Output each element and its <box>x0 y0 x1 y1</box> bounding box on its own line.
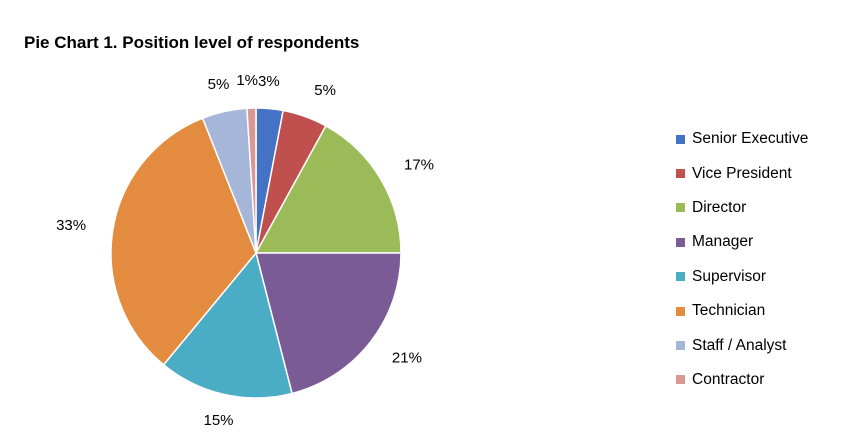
legend-label: Supervisor <box>692 267 767 285</box>
legend-swatch <box>676 134 685 144</box>
chart-legend: Senior Executive Vice President Director Ma… <box>676 122 808 397</box>
value-label-contractor: 1% <box>236 72 258 89</box>
pie-slices <box>110 107 402 399</box>
legend-swatch <box>676 169 685 179</box>
legend-swatch <box>676 375 685 385</box>
legend-label: Director <box>692 198 747 216</box>
pie-slice-contractor <box>246 107 257 254</box>
legend-item-supervisor: Supervisor <box>676 260 808 294</box>
legend-label: Senior Executive <box>692 130 809 148</box>
pie-slice-supervisor <box>162 251 293 399</box>
legend-label: Manager <box>692 233 754 251</box>
legend-label: Technician <box>692 302 766 320</box>
legend-swatch <box>676 237 685 247</box>
legend-item-staff-analyst: Staff / Analyst <box>676 328 808 362</box>
legend-item-technician: Technician <box>676 294 808 328</box>
legend-swatch <box>676 272 685 282</box>
value-label-supervisor: 15% <box>203 412 233 429</box>
pie-slice-technician <box>110 117 257 366</box>
legend-swatch <box>676 341 685 351</box>
legend-item-vice-president: Vice President <box>676 156 808 190</box>
chart-title: Pie Chart 1. Position level of responden… <box>24 33 360 52</box>
value-label-vice-president: 5% <box>314 82 336 99</box>
legend-label: Contractor <box>692 370 765 388</box>
value-label-director: 17% <box>404 156 434 173</box>
legend-swatch <box>676 306 685 316</box>
legend-item-manager: Manager <box>676 225 808 259</box>
legend-label: Vice President <box>692 164 792 182</box>
pie-slice-director <box>254 124 402 254</box>
legend-swatch <box>676 203 685 213</box>
legend-item-senior-executive: Senior Executive <box>676 122 808 156</box>
pie-slice-manager <box>255 252 402 395</box>
value-label-technician: 33% <box>56 217 86 234</box>
legend-item-contractor: Contractor <box>676 363 808 397</box>
value-label-senior-executive: 3% <box>258 73 280 90</box>
legend-item-director: Director <box>676 191 808 225</box>
value-label-manager: 21% <box>392 349 422 366</box>
pie-value-labels: 3% 5% 17% 21% 15% 33% 5% 1% <box>56 72 434 429</box>
legend-label: Staff / Analyst <box>692 336 787 354</box>
value-label-staff-analyst: 5% <box>208 76 230 93</box>
